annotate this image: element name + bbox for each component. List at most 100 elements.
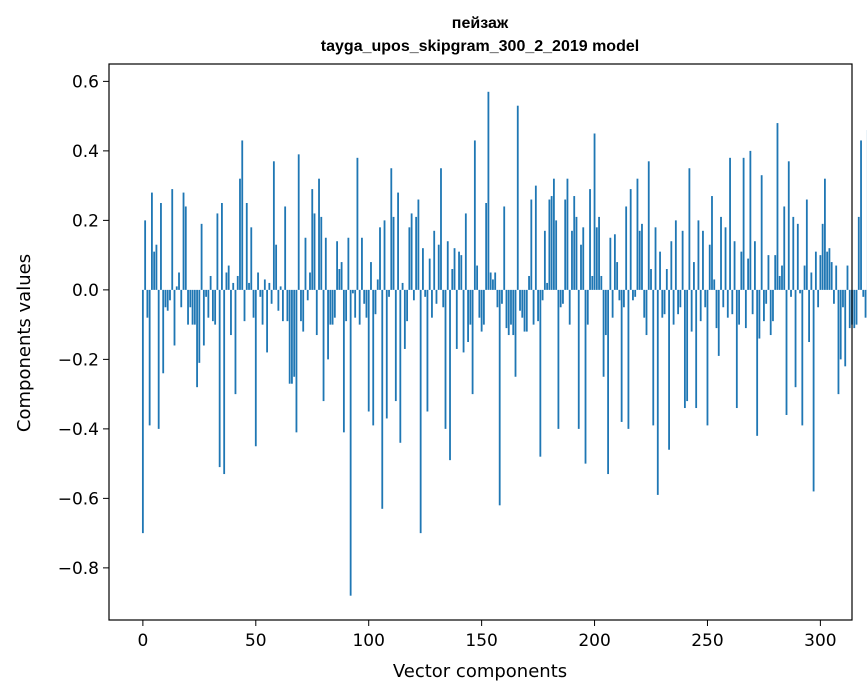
bar (148, 289, 151, 426)
bar (661, 289, 664, 318)
bar (356, 157, 359, 290)
bar (740, 251, 743, 290)
bar (808, 289, 810, 343)
bar (225, 272, 228, 290)
bar (501, 289, 503, 304)
bar (151, 192, 153, 290)
bar (733, 241, 736, 290)
bar (857, 216, 860, 290)
bar (146, 289, 149, 318)
bar (435, 289, 438, 304)
y-tick-label: −0.4 (58, 420, 99, 440)
bar (575, 216, 578, 290)
bar (478, 289, 481, 318)
bar (275, 244, 278, 290)
bar (647, 161, 650, 290)
bar (792, 216, 795, 290)
bar (679, 289, 682, 308)
bar (388, 289, 390, 297)
bar (706, 289, 709, 426)
bar (747, 258, 750, 290)
bar (408, 227, 411, 290)
bar (848, 289, 851, 329)
bar (758, 289, 761, 339)
bar (214, 289, 217, 325)
bar (604, 289, 607, 336)
bar (426, 289, 429, 412)
bar (785, 289, 788, 415)
bar (286, 289, 289, 322)
y-tick-label: 0.6 (72, 72, 99, 92)
bar (530, 199, 533, 290)
x-tick-label: 150 (465, 631, 497, 651)
bar (686, 289, 689, 402)
y-axis-label: Components values (14, 254, 35, 432)
y-tick-label: −0.8 (58, 559, 99, 579)
bar (722, 289, 725, 308)
bar (166, 289, 169, 311)
bar (370, 262, 372, 290)
bar (805, 199, 808, 290)
bar (419, 289, 422, 534)
bar (753, 241, 756, 290)
bar (778, 275, 781, 290)
x-tick-label: 0 (137, 631, 148, 651)
bar (336, 241, 338, 290)
bar (458, 251, 460, 290)
bar (514, 289, 517, 377)
bar (634, 289, 637, 297)
bar (193, 289, 196, 325)
bar (361, 237, 363, 290)
bar (173, 289, 176, 346)
bar (496, 289, 499, 308)
bar (498, 289, 501, 506)
bar (607, 289, 609, 475)
bar (144, 220, 147, 290)
bar (363, 289, 366, 304)
bar (455, 289, 458, 349)
bar (485, 203, 488, 290)
bar (510, 289, 512, 325)
bar (704, 289, 707, 308)
bar (787, 161, 790, 290)
plot-frame (108, 63, 853, 621)
bar (494, 272, 497, 290)
bar (663, 289, 666, 315)
bar (503, 206, 506, 290)
bar (221, 203, 223, 290)
bar (726, 289, 729, 318)
bar (681, 230, 684, 290)
bar (562, 289, 564, 304)
bar (690, 289, 693, 332)
bar (623, 289, 625, 308)
bar (543, 230, 546, 290)
bar (512, 289, 515, 336)
bar (169, 289, 171, 301)
bar (582, 227, 585, 290)
bar (281, 289, 284, 322)
bar (525, 289, 528, 332)
bar (175, 286, 178, 290)
bar (266, 289, 268, 353)
bar (794, 289, 797, 388)
bar (234, 289, 237, 395)
bar (672, 289, 675, 325)
bar (422, 248, 424, 290)
bar (837, 289, 840, 395)
bar (638, 230, 641, 290)
bar (383, 220, 386, 290)
bar (385, 289, 388, 419)
bar (751, 289, 754, 315)
bar (245, 203, 248, 290)
bar (392, 216, 395, 290)
bar (817, 289, 820, 308)
bar (415, 216, 418, 290)
bar (196, 289, 198, 388)
bar (178, 272, 180, 290)
bar (620, 289, 623, 422)
bar (270, 289, 273, 304)
bar (480, 289, 483, 332)
bar (417, 199, 420, 290)
bar (451, 269, 454, 290)
bar (516, 105, 519, 290)
